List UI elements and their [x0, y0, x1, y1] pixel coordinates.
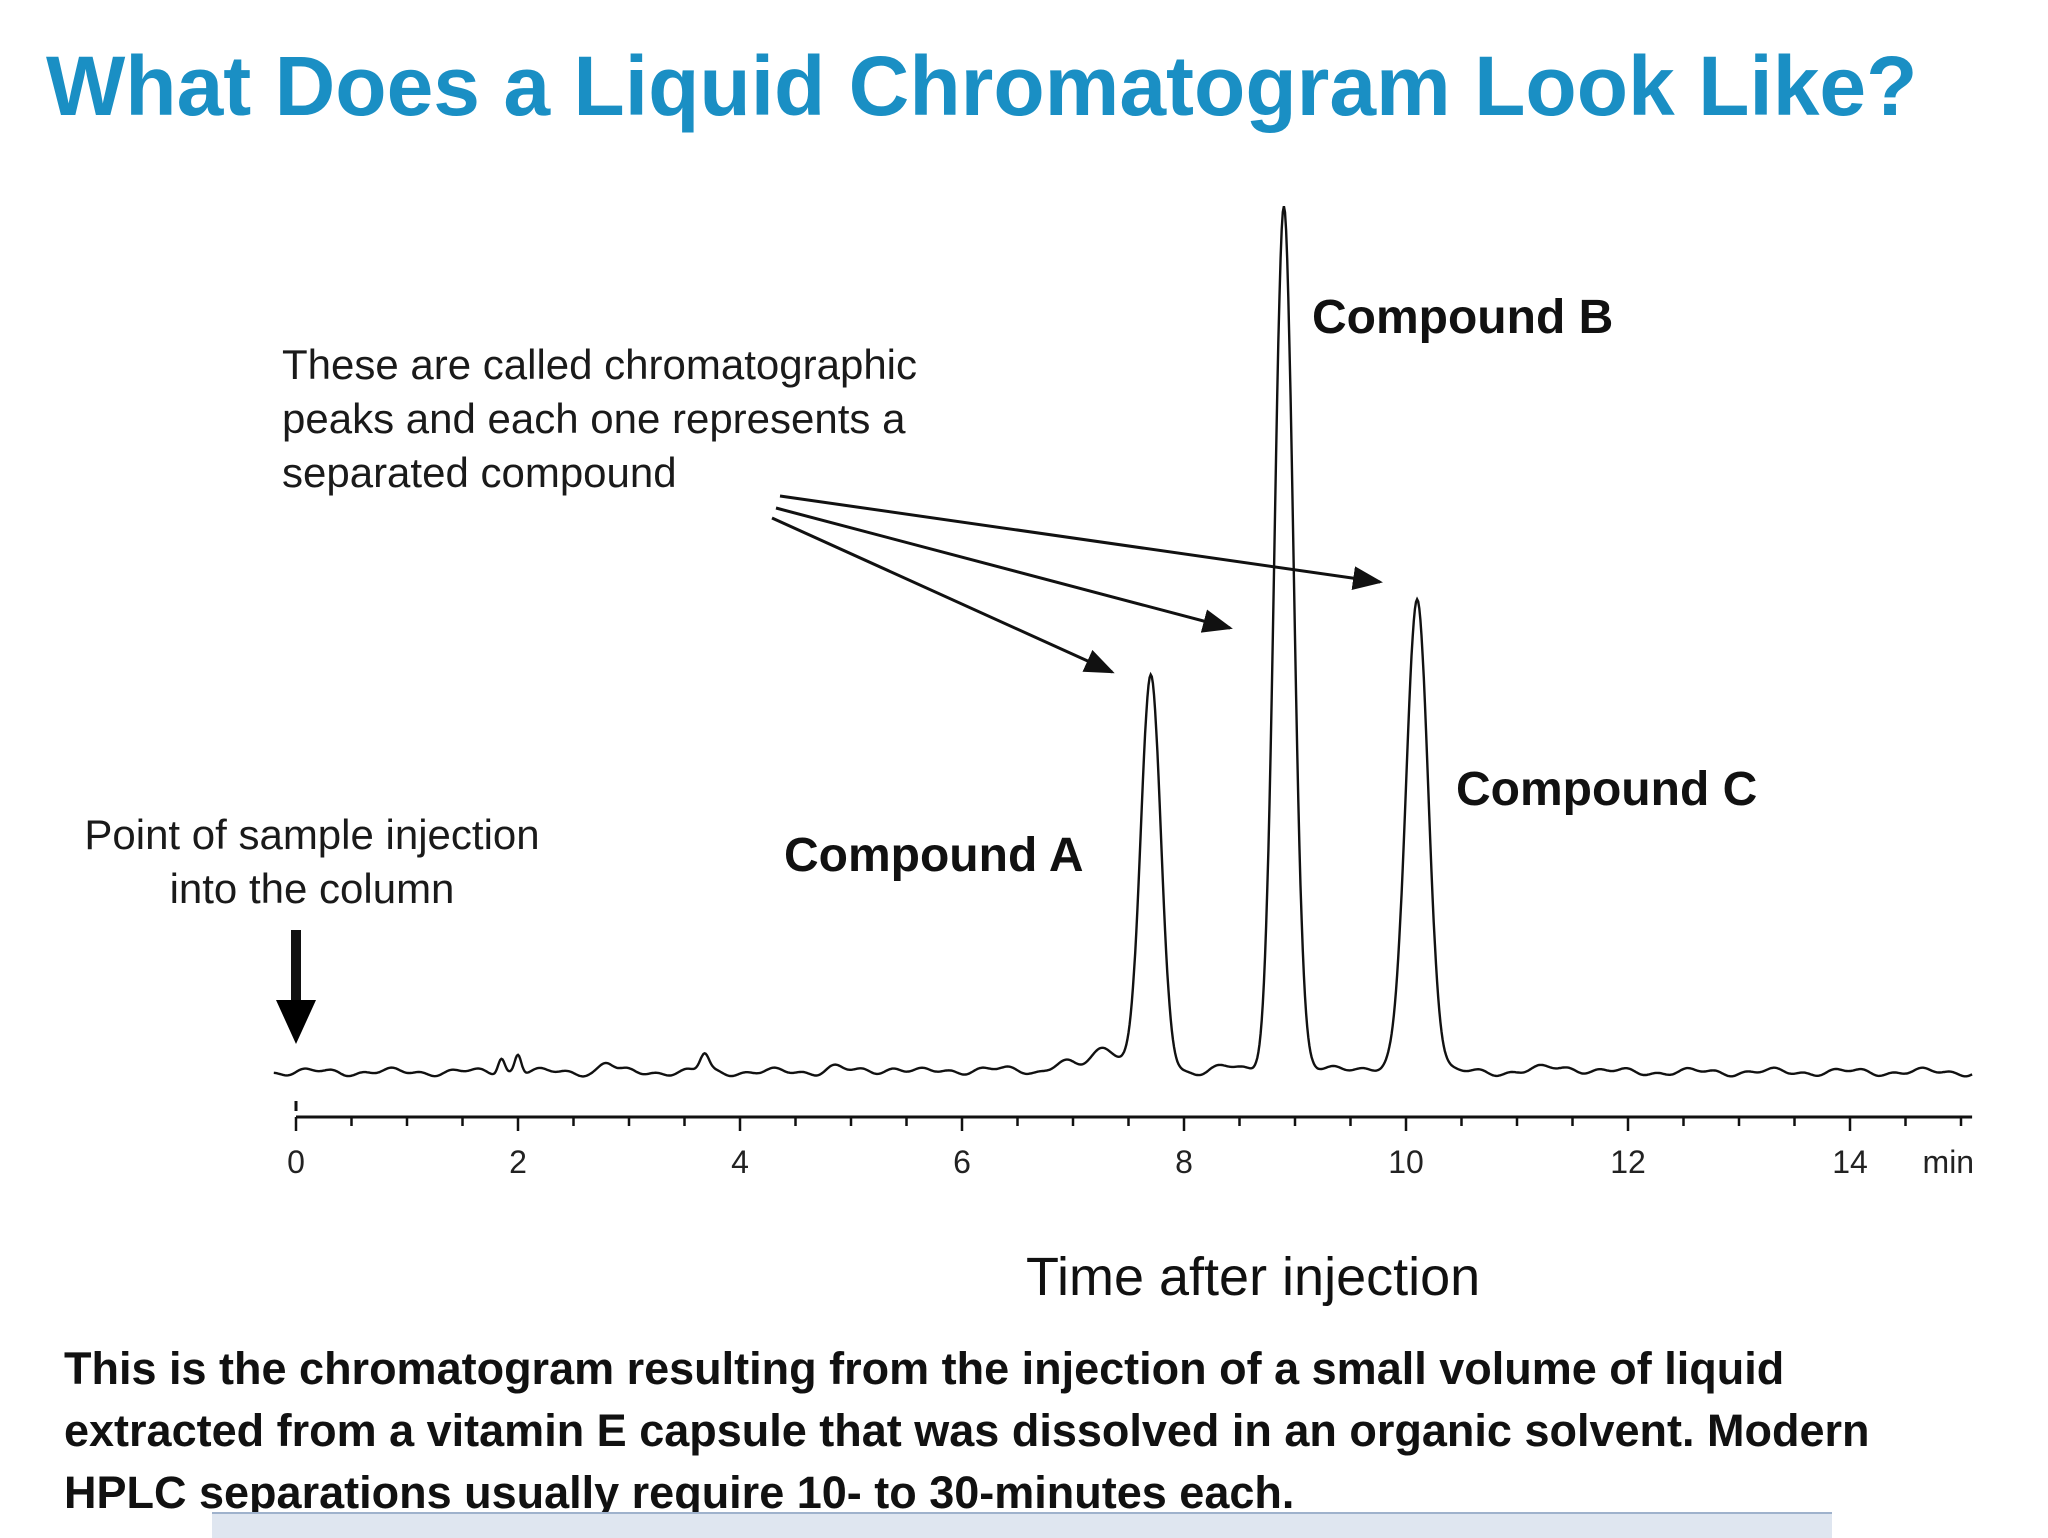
peak-pointer-arrow: [771, 516, 1115, 674]
peaks-annotation-line: separated compound: [282, 449, 677, 496]
injection-annotation: Point of sample injection into the colum…: [82, 808, 542, 916]
caption-line: HPLC separations usually require 10- to …: [64, 1467, 1295, 1518]
x-tick-label: 6: [953, 1144, 971, 1180]
x-tick-label: 14: [1832, 1144, 1868, 1180]
peak-label-compound-c: Compound C: [1456, 763, 1758, 816]
chromatogram-trace: [273, 205, 1973, 1078]
peak-pointer-arrow: [779, 494, 1383, 591]
caption-line: This is the chromatogram resulting from …: [64, 1343, 1785, 1394]
x-tick-label: 2: [509, 1144, 527, 1180]
slide-title: What Does a Liquid Chromatogram Look Lik…: [46, 39, 1918, 133]
injection-arrow-head: [276, 1000, 316, 1044]
x-unit-label: min: [1923, 1144, 1975, 1180]
x-axis-label: Time after injection: [1026, 1247, 1481, 1307]
x-tick-label: 8: [1175, 1144, 1193, 1180]
peaks-annotation-line: These are called chromatographic: [282, 341, 918, 388]
peaks-annotation-line: peaks and each one represents a: [282, 395, 906, 442]
injection-annotation-line: into the column: [169, 865, 455, 912]
viewer-toolbar[interactable]: [212, 1512, 1832, 1538]
x-tick-label: 4: [731, 1144, 749, 1180]
x-tick-label: 10: [1388, 1144, 1424, 1180]
injection-annotation-line: Point of sample injection: [84, 811, 540, 858]
peak-label-compound-a: Compound A: [784, 829, 1084, 882]
peaks-annotation: These are called chromatographic peaks a…: [282, 338, 917, 500]
peak-pointer-arrow: [775, 506, 1233, 633]
x-tick-label: 0: [287, 1144, 305, 1180]
peak-label-compound-b: Compound B: [1312, 291, 1614, 344]
x-tick-label: 12: [1610, 1144, 1646, 1180]
caption-line: extracted from a vitamin E capsule that …: [64, 1405, 1870, 1456]
slide-caption: This is the chromatogram resulting from …: [64, 1338, 2024, 1524]
